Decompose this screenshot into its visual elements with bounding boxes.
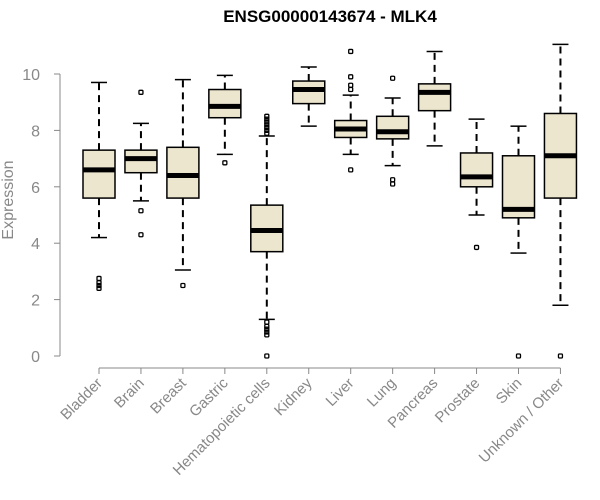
outlier-point xyxy=(138,208,144,214)
x-tick-label: Skin xyxy=(493,375,526,408)
x-tick-label: Liver xyxy=(323,375,358,410)
box-pancreas xyxy=(417,50,452,147)
box-iqr xyxy=(417,83,452,112)
outlier-point xyxy=(473,244,480,251)
y-axis-label: Expression xyxy=(0,160,17,239)
outlier-point xyxy=(96,285,102,291)
outlier-point xyxy=(138,232,144,238)
box-iqr xyxy=(375,115,410,140)
y-axis: 0 2 4 6 8 10 xyxy=(22,67,61,366)
box-gastric xyxy=(208,74,242,166)
outlier-point xyxy=(222,160,228,166)
outlier-point xyxy=(264,119,270,125)
box-breast xyxy=(166,78,200,289)
box-iqr xyxy=(208,88,242,119)
outlier-point xyxy=(348,48,354,55)
box-bladder xyxy=(82,81,116,291)
x-tick-label: Breast xyxy=(147,374,190,417)
box-iqr xyxy=(124,149,158,174)
outlier-point xyxy=(389,181,396,187)
outlier-point xyxy=(264,113,270,119)
box-hematopoietic-cells xyxy=(250,113,284,359)
box-unknown-other xyxy=(543,43,578,359)
outlier-point xyxy=(138,89,144,95)
box-prostate xyxy=(459,118,494,251)
outlier-point xyxy=(264,326,270,332)
box-kidney xyxy=(292,66,326,127)
outlier-point xyxy=(557,353,564,359)
outlier-point xyxy=(264,329,270,335)
outlier-point xyxy=(348,167,354,173)
y-tick-label: 10 xyxy=(22,67,40,84)
y-tick-label: 0 xyxy=(31,349,40,366)
box-iqr xyxy=(166,146,200,199)
y-tick-label: 2 xyxy=(31,293,40,310)
box-iqr xyxy=(82,149,116,199)
outlier-point xyxy=(389,177,396,183)
outlier-point xyxy=(96,280,102,286)
y-tick-label: 6 xyxy=(31,180,40,197)
box-liver xyxy=(333,48,368,173)
x-tick-label: Lung xyxy=(364,375,400,411)
box-brain xyxy=(124,89,158,238)
outlier-point xyxy=(264,124,270,131)
outlier-point xyxy=(264,130,270,136)
box-lung xyxy=(375,75,410,187)
outlier-point xyxy=(264,127,270,134)
outlier-point xyxy=(264,319,270,325)
chart-title: ENSG00000143674 - MLK4 xyxy=(223,7,437,26)
x-tick-label: Brain xyxy=(111,375,148,412)
outlier-point xyxy=(96,275,102,282)
outlier-point xyxy=(389,75,396,81)
outlier-point xyxy=(96,282,102,289)
x-tick-label: Bladder xyxy=(57,375,106,424)
outlier-point xyxy=(348,86,354,93)
box-iqr xyxy=(459,152,494,188)
outlier-point xyxy=(264,353,270,359)
x-tick-label: Prostate xyxy=(432,375,484,427)
box-iqr xyxy=(292,80,326,105)
y-tick-label: 8 xyxy=(31,123,40,140)
box-series xyxy=(82,43,578,359)
outlier-point xyxy=(264,116,270,122)
outlier-point xyxy=(348,82,354,88)
outlier-point xyxy=(264,332,270,338)
outlier-point xyxy=(264,122,270,128)
box-skin xyxy=(501,125,536,359)
outlier-point xyxy=(515,353,522,359)
outlier-point xyxy=(180,282,186,289)
x-tick-label: Kidney xyxy=(271,374,316,419)
outlier-point xyxy=(348,74,354,80)
outlier-point xyxy=(264,323,270,330)
y-tick-label: 4 xyxy=(31,236,40,253)
